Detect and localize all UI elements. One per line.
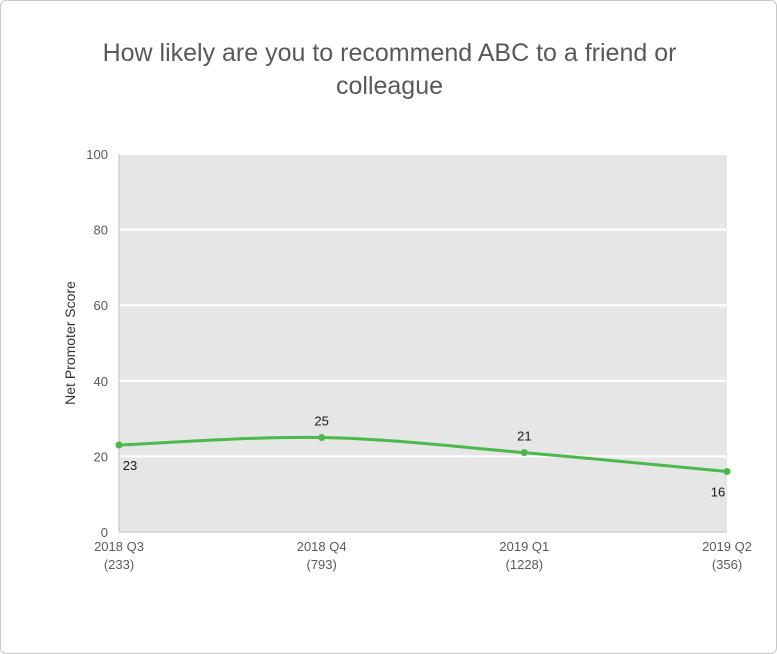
y-tick-label: 80 <box>94 223 108 238</box>
x-tick-sublabel: (233) <box>104 557 134 572</box>
series-line <box>118 435 728 474</box>
y-tick-label: 60 <box>94 298 108 313</box>
x-tick-label: 2019 Q1 <box>499 539 549 554</box>
data-label: 23 <box>123 458 137 473</box>
x-tick-label: 2018 Q4 <box>297 539 347 554</box>
plot-area <box>119 154 727 532</box>
y-tick-label: 0 <box>101 525 108 540</box>
x-tick-sublabel: (1228) <box>506 557 544 572</box>
data-label: 16 <box>711 485 725 500</box>
y-tick-label: 100 <box>86 147 108 162</box>
data-label: 25 <box>314 414 328 429</box>
y-tick-label: 40 <box>94 374 108 389</box>
x-tick-label: 2018 Q3 <box>94 539 144 554</box>
chart-title: How likely are you to recommend ABC to a… <box>102 39 677 100</box>
y-tick-label: 20 <box>94 449 108 464</box>
x-tick-label: 2019 Q2 <box>702 539 752 554</box>
y-axis-title: Net Promoter Score <box>62 281 78 405</box>
data-label: 21 <box>517 429 531 444</box>
x-tick-sublabel: (356) <box>712 557 742 572</box>
x-tick-sublabel: (793) <box>306 557 336 572</box>
data-point <box>115 441 123 449</box>
data-point <box>723 468 731 476</box>
data-point <box>318 434 326 441</box>
data-point <box>520 449 528 457</box>
